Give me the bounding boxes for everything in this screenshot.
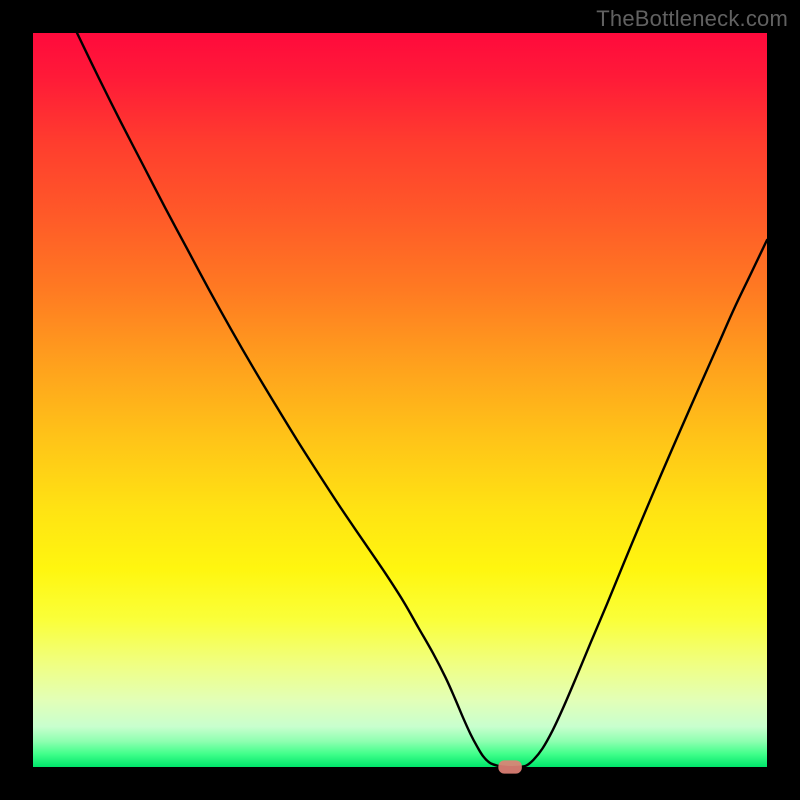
bottleneck-chart — [0, 0, 800, 800]
chart-plot-background — [33, 33, 767, 767]
optimal-point-marker — [498, 760, 521, 773]
watermark-text: TheBottleneck.com — [596, 6, 788, 32]
